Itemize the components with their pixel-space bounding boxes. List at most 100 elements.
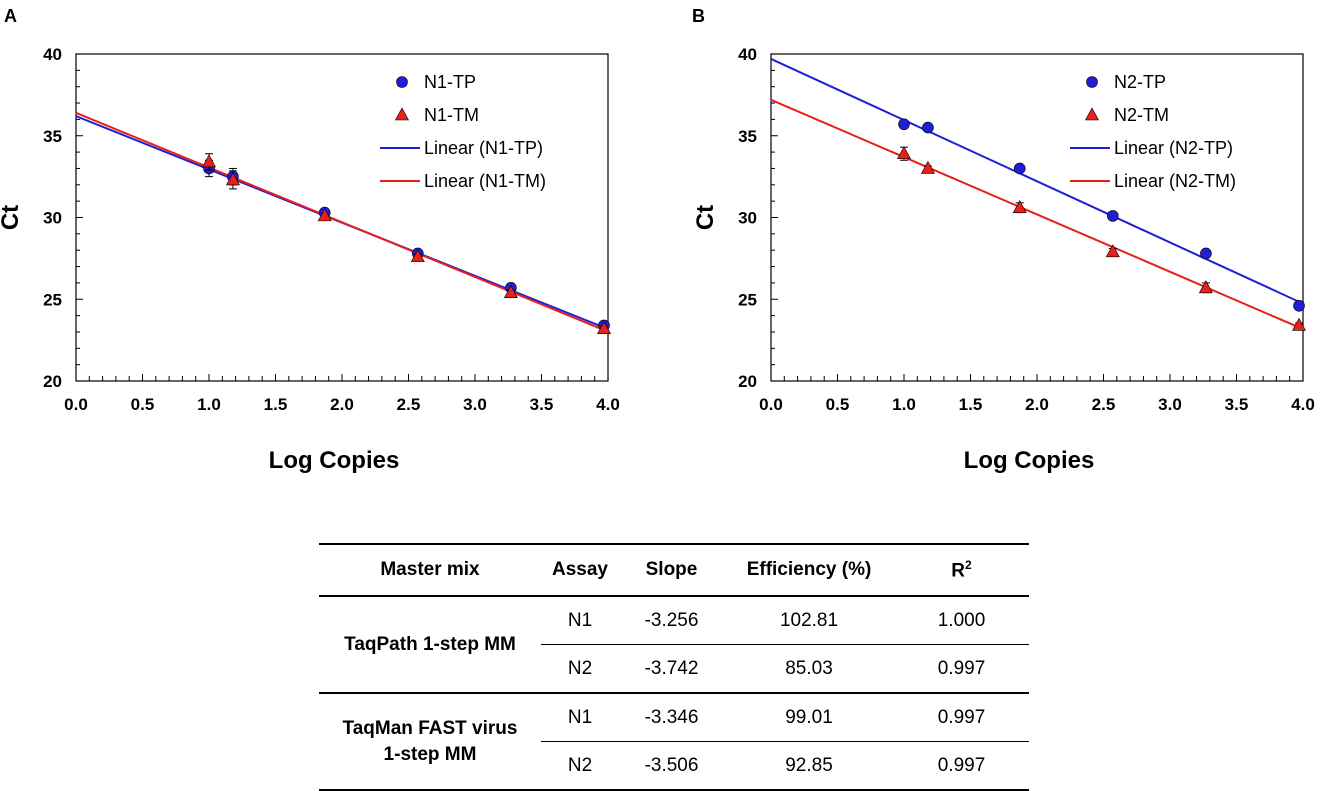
header-r2: R2: [894, 544, 1029, 596]
x-tick-label: 3.5: [530, 395, 554, 414]
x-tick-label: 0.5: [131, 395, 155, 414]
y-tick-label: 20: [43, 372, 62, 391]
y-tick-label: 30: [43, 209, 62, 228]
r2-cell: 0.997: [937, 657, 986, 679]
plot-frame: [75, 53, 609, 382]
header-r2-superscript: 2: [965, 557, 972, 572]
panel-b: B 0.0 0.5 1.0 1.5 2.0 2.5 3.0 3.5 4.0 20 25 30 35 40 Lo…: [692, 6, 1315, 474]
r2-cell: 0.997: [937, 706, 986, 728]
assay-cell: N2: [567, 657, 593, 679]
y-tick-label: 25: [43, 290, 62, 309]
legend-marker: [1086, 76, 1098, 88]
legend: N2-TP N2-TM Linear (N2-TP) Linear (N2-TM): [1070, 72, 1236, 191]
x-tick-label: 3.0: [1158, 395, 1182, 414]
results-table: Master mix Assay Slope Efficiency (%) R2…: [319, 543, 1029, 791]
trendline: [770, 57, 1304, 305]
x-tick-label: 0.5: [826, 395, 850, 414]
assay-cell: N1: [567, 706, 593, 728]
y-axis-label: Ct: [0, 205, 24, 230]
x-tick-label: 1.5: [959, 395, 983, 414]
slope-cell: -3.256: [644, 609, 699, 631]
data-point: [1292, 317, 1307, 331]
data-point: [410, 249, 425, 263]
table-row: TaqPath 1-step MM N1 -3.256 102.81 1.000: [319, 596, 1029, 655]
header-master-mix: Master mix: [380, 559, 480, 580]
data-point: [597, 321, 612, 334]
panel-label: B: [692, 6, 705, 26]
assay-cell: N2: [567, 754, 593, 776]
x-tick-label: 2.5: [397, 395, 421, 414]
legend-marker: [1084, 107, 1100, 121]
data-point: [1105, 244, 1120, 258]
y-tick-label: 40: [738, 45, 757, 64]
master-mix-line-1: TaqMan FAST virus: [342, 717, 518, 739]
x-tick-label: 1.0: [892, 395, 916, 414]
master-mix-line-2: 1-step MM: [383, 743, 477, 765]
x-axis-label: Log Copies: [964, 447, 1095, 474]
header-assay: Assay: [552, 559, 608, 580]
efficiency-cell: 85.03: [785, 657, 833, 679]
y-tick-label: 20: [738, 372, 757, 391]
legend-label: Linear (N2-TM): [1114, 171, 1236, 191]
efficiency-cell: 102.81: [779, 609, 839, 631]
y-tick-label: 35: [738, 127, 757, 146]
r2-cell: 0.997: [937, 754, 986, 776]
header-slope: Slope: [645, 559, 698, 580]
x-tick-label: 1.0: [197, 395, 221, 414]
data-point: [1013, 162, 1026, 175]
x-tick-label: 4.0: [596, 395, 620, 414]
y-tick-label: 25: [738, 290, 757, 309]
table-header-row: Master mix Assay Slope Efficiency (%) R2: [319, 544, 1029, 596]
legend-label: N2-TM: [1114, 105, 1169, 125]
header-efficiency: Efficiency (%): [746, 559, 872, 580]
master-mix-cell: TaqMan FAST virus 1-step MM: [319, 693, 541, 790]
header-r2-label: R: [951, 560, 966, 582]
legend-label: N1-TM: [424, 105, 479, 125]
master-mix-cell: TaqPath 1-step MM: [344, 633, 516, 655]
data-point: [317, 208, 332, 222]
trendline: [770, 98, 1304, 330]
plot-frame: [770, 53, 1304, 382]
efficiency-cell: 99.01: [785, 706, 833, 728]
data-point: [225, 172, 240, 186]
slope-cell: -3.742: [644, 657, 699, 679]
data-point: [1200, 247, 1212, 260]
data-point: [1198, 280, 1213, 294]
legend-marker: [396, 76, 408, 88]
legend-label: Linear (N2-TP): [1114, 138, 1233, 158]
x-tick-label: 3.0: [463, 395, 487, 414]
panel-a: A 0.0 0.5 1.0 1.5 2.0 2.5 3.0 3.5 4.0 20 25 30 35 40 Lo…: [0, 6, 620, 474]
data-point: [1012, 200, 1027, 213]
data-point: [920, 160, 935, 174]
y-tick-label: 30: [738, 209, 757, 228]
panel-label: A: [4, 6, 17, 26]
slope-cell: -3.506: [644, 754, 699, 776]
x-tick-label: 2.0: [1025, 395, 1049, 414]
data-point: [922, 121, 934, 134]
x-tick-label: 0.0: [64, 395, 88, 414]
data-point: [896, 146, 912, 160]
x-tick-label: 1.5: [264, 395, 288, 414]
assay-cell: N1: [567, 609, 593, 631]
table-row: TaqMan FAST virus 1-step MM N1 -3.346 99.…: [319, 693, 1029, 765]
legend-label: N1-TP: [424, 72, 476, 92]
efficiency-cell: 92.85: [785, 754, 833, 776]
y-tick-label: 40: [43, 45, 62, 64]
x-tick-label: 2.0: [330, 395, 354, 414]
data-point: [1107, 210, 1119, 222]
x-tick-label: 0.0: [759, 395, 783, 414]
data-point: [1293, 299, 1305, 312]
y-axis-label: Ct: [692, 205, 719, 230]
x-tick-label: 3.5: [1225, 395, 1249, 414]
legend-label: Linear (N1-TM): [424, 171, 546, 191]
r2-cell: 1.000: [937, 609, 986, 631]
data-point: [201, 154, 217, 168]
data-point: [898, 118, 910, 131]
slope-cell: -3.346: [644, 706, 699, 728]
x-tick-label: 2.5: [1092, 395, 1116, 414]
charts-canvas: A 0.0 0.5 1.0 1.5 2.0 2.5 3.0 3.5 4.0 20 25 30 35 40 Lo…: [0, 6, 1315, 474]
x-tick-label: 4.0: [1291, 395, 1315, 414]
y-tick-label: 35: [43, 127, 62, 146]
legend-label: Linear (N1-TP): [424, 138, 543, 158]
legend-marker: [394, 107, 410, 121]
